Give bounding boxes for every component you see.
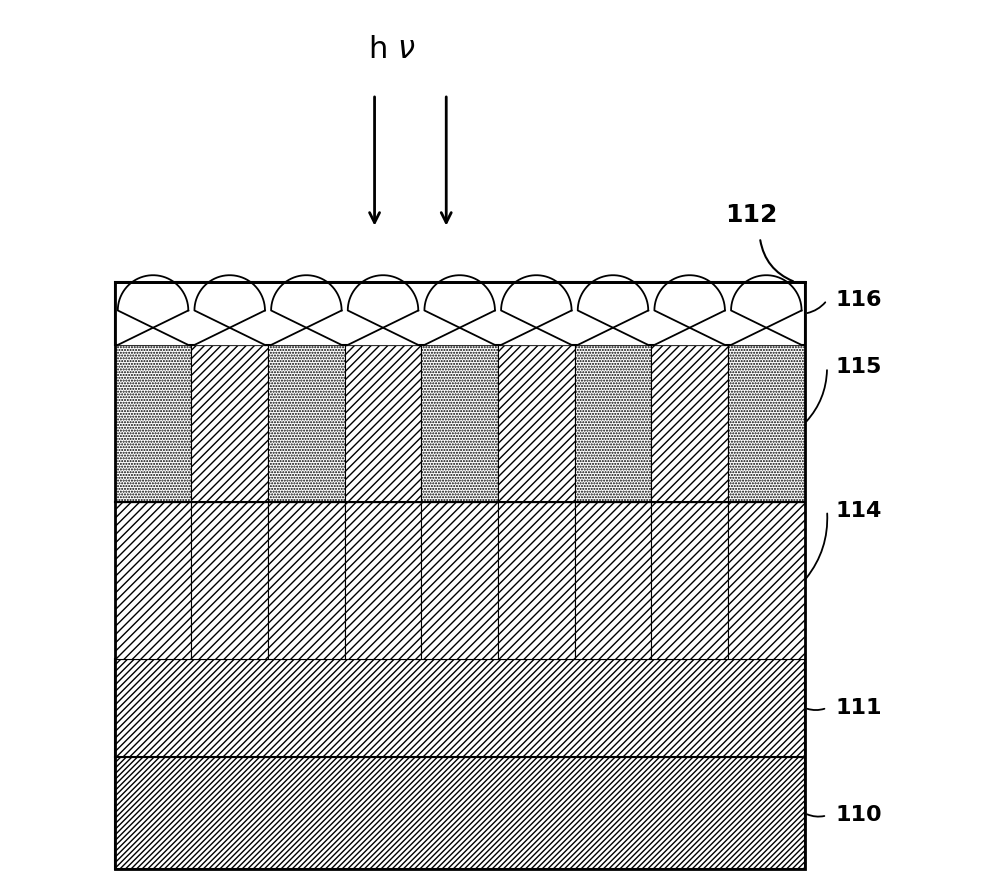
Bar — [651, 345, 728, 502]
Polygon shape — [654, 275, 725, 345]
Polygon shape — [348, 275, 418, 345]
Bar — [498, 502, 575, 659]
Bar — [651, 502, 728, 659]
Polygon shape — [731, 275, 802, 345]
Polygon shape — [424, 275, 495, 345]
Bar — [575, 345, 651, 502]
Bar — [268, 345, 345, 502]
Bar — [575, 502, 651, 659]
Text: $\nu$: $\nu$ — [397, 34, 415, 65]
Bar — [268, 502, 345, 659]
Polygon shape — [194, 275, 265, 345]
Bar — [191, 502, 268, 659]
Text: 114: 114 — [836, 501, 882, 521]
Bar — [728, 345, 805, 502]
Text: h: h — [369, 35, 388, 64]
Polygon shape — [271, 275, 342, 345]
Bar — [115, 757, 805, 869]
Bar — [421, 345, 498, 502]
Polygon shape — [118, 275, 188, 345]
Text: 110: 110 — [836, 806, 883, 825]
Bar — [728, 502, 805, 659]
Bar — [191, 345, 268, 502]
Bar — [115, 502, 191, 659]
Bar — [421, 502, 498, 659]
Bar — [345, 502, 421, 659]
Text: 116: 116 — [836, 290, 883, 310]
Text: 111: 111 — [836, 698, 883, 718]
Bar — [115, 282, 805, 869]
Polygon shape — [578, 275, 648, 345]
Polygon shape — [501, 275, 572, 345]
Text: 115: 115 — [836, 358, 882, 377]
Bar — [345, 345, 421, 502]
Bar — [115, 282, 805, 345]
Text: 112: 112 — [725, 203, 777, 227]
Bar — [498, 345, 575, 502]
Bar — [115, 345, 191, 502]
Bar — [115, 659, 805, 757]
